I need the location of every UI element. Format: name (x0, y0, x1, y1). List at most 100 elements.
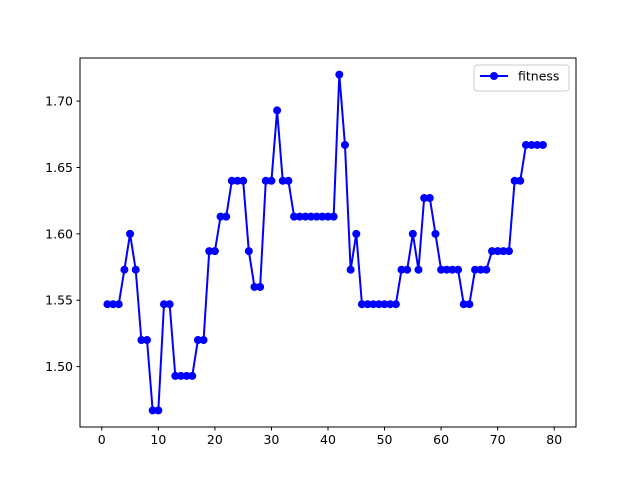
data-point (273, 106, 282, 115)
data-point (516, 176, 525, 185)
x-tick-label: 80 (546, 432, 562, 447)
data-point (159, 300, 168, 309)
data-point (425, 194, 434, 203)
data-point (482, 265, 491, 274)
y-tick-label: 1.55 (45, 293, 73, 308)
data-point (120, 265, 129, 274)
data-point (131, 265, 140, 274)
data-point (176, 371, 185, 380)
data-point (363, 300, 372, 309)
legend-marker-sample (490, 72, 498, 80)
data-point (357, 300, 366, 309)
data-point (109, 300, 118, 309)
data-point (284, 176, 293, 185)
data-point (369, 300, 378, 309)
data-point (403, 265, 412, 274)
data-point (431, 229, 440, 238)
data-point (233, 176, 242, 185)
data-point (227, 176, 236, 185)
y-tick-label: 1.60 (45, 226, 73, 241)
data-point (386, 300, 395, 309)
data-point (267, 176, 276, 185)
legend-box (473, 64, 570, 92)
data-point (442, 265, 451, 274)
x-tick-label: 20 (207, 432, 223, 447)
series-layer (103, 70, 547, 415)
data-point (261, 176, 270, 185)
x-tick-label: 50 (377, 432, 393, 447)
data-point (307, 212, 316, 221)
data-point (103, 300, 112, 309)
x-tick-label: 70 (490, 432, 506, 447)
data-point (329, 212, 338, 221)
x-tick-label: 30 (263, 432, 279, 447)
data-point (199, 336, 208, 345)
data-point (408, 229, 417, 238)
legend: fitness (473, 64, 570, 92)
data-point (193, 336, 202, 345)
data-point (188, 371, 197, 380)
data-point (493, 247, 502, 256)
data-point (312, 212, 321, 221)
data-point (126, 229, 135, 238)
y-axis-ticks: 1.50 1.55 1.60 1.65 1.70 (45, 94, 80, 374)
data-point (250, 282, 259, 291)
data-point (504, 247, 513, 256)
data-point (454, 265, 463, 274)
data-point (137, 336, 146, 345)
data-point (290, 212, 299, 221)
x-tick-label: 40 (320, 432, 336, 447)
data-point (397, 265, 406, 274)
x-tick-label: 60 (433, 432, 449, 447)
data-point (222, 212, 231, 221)
data-point (114, 300, 123, 309)
data-point (527, 140, 536, 149)
data-point (216, 212, 225, 221)
y-tick-label: 1.50 (45, 359, 73, 374)
data-point (205, 247, 214, 256)
data-point (346, 265, 355, 274)
data-point (374, 300, 383, 309)
data-point (239, 176, 248, 185)
x-tick-label: 10 (150, 432, 166, 447)
legend-label-fitness: fitness (518, 69, 559, 84)
data-point (278, 176, 287, 185)
data-point (256, 282, 265, 291)
data-point (420, 194, 429, 203)
data-point (335, 70, 344, 79)
data-point (380, 300, 389, 309)
data-point (437, 265, 446, 274)
data-point (244, 247, 253, 256)
x-axis-ticks: 0 10 20 30 40 50 60 70 80 (98, 427, 562, 447)
data-point (510, 176, 519, 185)
y-tick-label: 1.70 (45, 94, 73, 109)
data-point (352, 229, 361, 238)
data-point (465, 300, 474, 309)
data-point (295, 212, 304, 221)
data-point (448, 265, 457, 274)
data-point (538, 140, 547, 149)
data-point (391, 300, 400, 309)
data-point (471, 265, 480, 274)
data-point (499, 247, 508, 256)
data-point (148, 406, 157, 415)
data-point (182, 371, 191, 380)
data-point (476, 265, 485, 274)
data-point (459, 300, 468, 309)
data-point (414, 265, 423, 274)
data-point (340, 140, 349, 149)
data-point (143, 336, 152, 345)
data-point (210, 247, 219, 256)
data-point (488, 247, 497, 256)
data-point (165, 300, 174, 309)
x-tick-label: 0 (98, 432, 106, 447)
data-point (324, 212, 332, 221)
data-point (171, 371, 180, 380)
y-tick-label: 1.65 (45, 160, 73, 175)
plot-area-frame (79, 57, 577, 428)
data-point (533, 140, 542, 149)
data-point (521, 140, 530, 149)
data-point (318, 212, 327, 221)
data-point (301, 212, 310, 221)
